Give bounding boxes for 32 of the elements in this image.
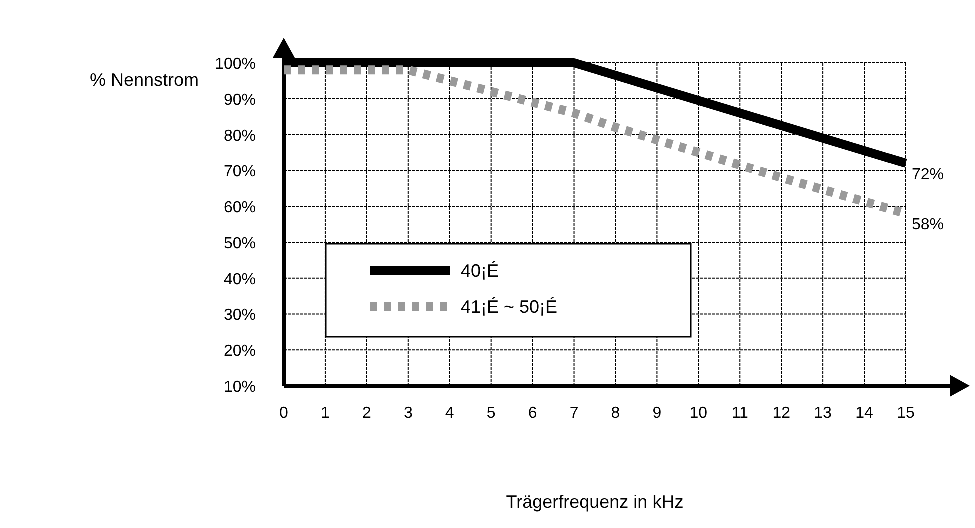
y-tick-label: 100% — [215, 56, 256, 73]
annotation: 58% — [912, 216, 944, 234]
x-tick-label: 14 — [856, 405, 874, 422]
y-tick-label: 10% — [224, 379, 256, 396]
x-tick-label: 6 — [528, 405, 538, 422]
x-tick-label: 2 — [362, 405, 372, 422]
y-tick-label: 70% — [224, 164, 256, 181]
x-tick-label: 1 — [321, 405, 330, 422]
x-tick-label: 7 — [570, 405, 579, 422]
x-tick-label: 0 — [280, 405, 289, 422]
y-tick-label: 40% — [224, 271, 256, 288]
y-tick-label: 60% — [224, 200, 256, 217]
x-tick-label: 12 — [772, 405, 791, 422]
legend-label: 41¡É ~ 50¡É — [461, 297, 558, 317]
y-tick-label: 30% — [224, 307, 256, 324]
annotation: 72% — [912, 166, 944, 184]
y-tick-label: 50% — [224, 235, 256, 252]
x-tick-label: 13 — [814, 405, 832, 422]
x-tick-label: 10 — [690, 405, 708, 422]
x-tick-label: 4 — [445, 405, 454, 422]
y-tick-label: 80% — [224, 128, 256, 145]
x-tick-label: 8 — [611, 405, 620, 422]
x-tick-label: 5 — [486, 405, 496, 422]
legend-label: 40¡É — [461, 261, 500, 281]
x-tick-label: 3 — [404, 405, 413, 422]
x-tick-label: 15 — [897, 405, 915, 422]
y-axis-title: % Nennstrom — [90, 70, 200, 90]
y-tick-label: 90% — [224, 92, 256, 109]
y-tick-label: 20% — [224, 343, 256, 360]
x-axis-title: Trägerfrequenz in kHz — [506, 492, 684, 512]
x-tick-label: 11 — [732, 405, 749, 422]
x-tick-label: 9 — [652, 405, 662, 422]
